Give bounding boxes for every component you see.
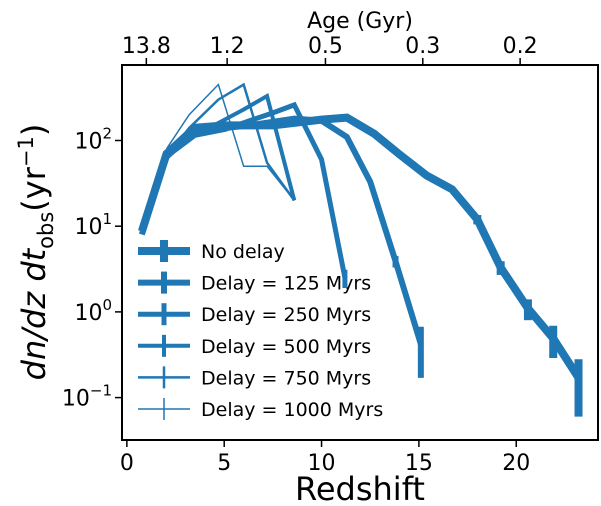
y-tick-label: 100 [74, 296, 112, 326]
y-label-exp: −1 [14, 136, 38, 167]
y-tick-exp: 2 [102, 124, 112, 142]
x-axis-label: Redshift [295, 470, 425, 506]
top-tick-label: 0.2 [503, 34, 538, 59]
y-tick-exp: −1 [90, 382, 112, 400]
x-tick-label: 5 [217, 451, 231, 476]
series-line [165, 101, 348, 279]
y-label-close: ) [15, 124, 53, 136]
y-axis-label: dn/dz dtobs(yr−1) [14, 124, 58, 381]
y-label-sub: obs [34, 212, 58, 249]
top-tick-label: 0.5 [308, 34, 343, 59]
y-tick-label: 102 [74, 124, 112, 154]
y-tick-exp: 0 [102, 296, 112, 314]
legend-label: Delay = 500 Myrs [201, 336, 371, 358]
y-tick-base: 10 [74, 301, 102, 326]
x-tick-label: 0 [120, 451, 134, 476]
y-tick-label: 101 [74, 210, 112, 240]
top-tick-label: 0.3 [405, 34, 440, 59]
x-tick-label: 15 [405, 451, 433, 476]
y-tick-base: 10 [62, 387, 90, 412]
legend-label: No delay [201, 241, 285, 263]
y-tick-base: 10 [74, 129, 102, 154]
x-tick-label: 20 [502, 451, 530, 476]
y-label-main: dn/dz dt [15, 247, 53, 380]
series-line [165, 82, 296, 202]
plot-frame [121, 64, 599, 441]
top-tick-label: 13.8 [122, 34, 171, 59]
x-tick-label: 10 [308, 451, 336, 476]
top-axis-label: Age (Gyr) [307, 9, 413, 34]
y-tick-exp: 1 [102, 210, 112, 228]
legend-label: Delay = 125 Myrs [201, 273, 371, 295]
series-line [165, 93, 297, 201]
top-tick-label: 1.2 [210, 34, 245, 59]
legend-label: Delay = 1000 Myrs [201, 399, 383, 421]
y-tick-base: 10 [74, 215, 102, 240]
y-label-unit: (yr [15, 166, 53, 211]
legend-label: Delay = 750 Myrs [201, 367, 371, 389]
y-tick-label: 10−1 [62, 382, 112, 412]
series-line [165, 83, 295, 201]
legend-label: Delay = 250 Myrs [201, 304, 371, 326]
